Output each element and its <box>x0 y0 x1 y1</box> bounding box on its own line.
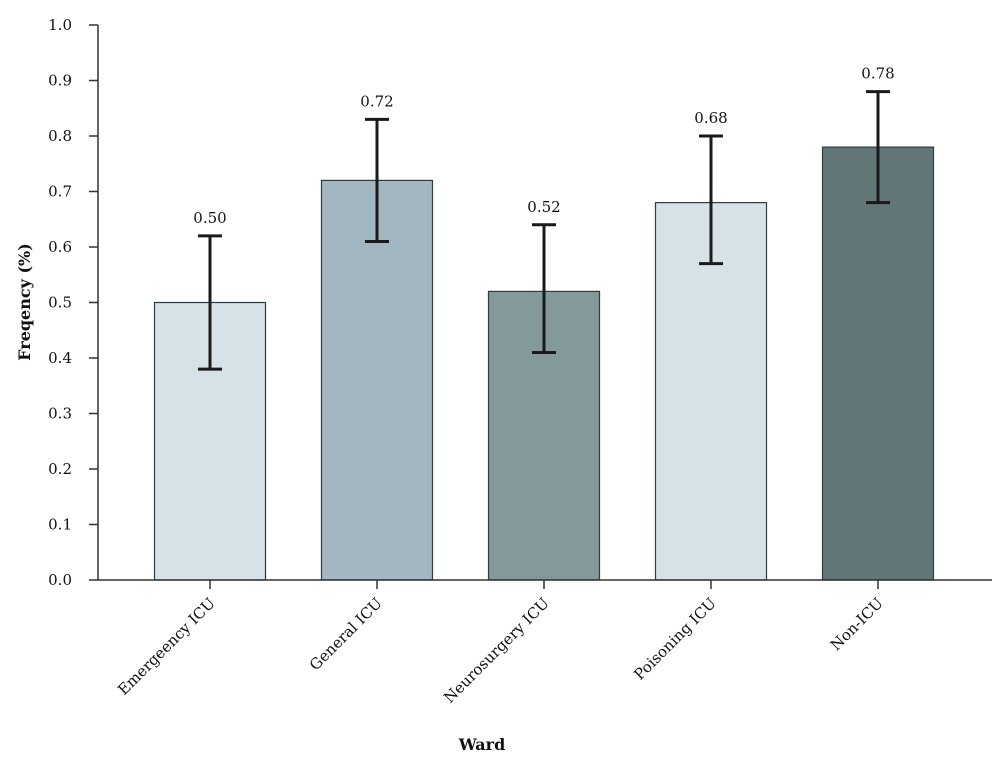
x-category-label: Neurosurgery ICU <box>440 594 553 707</box>
x-category-labels: Emergeency ICU General ICU Neurosurgery IC… <box>114 580 887 707</box>
bar <box>821 146 935 581</box>
x-category-label: Emergeency ICU <box>114 594 219 699</box>
y-axis-title: Freqency (%) <box>15 243 34 361</box>
y-tick-label: 0.6 <box>48 238 72 256</box>
y-tick-label: 0.2 <box>48 460 72 478</box>
bar-value-label: 0.68 <box>694 109 727 127</box>
y-tick-label: 0.0 <box>48 571 72 589</box>
y-ticks: 0.0 0.1 0.2 0.3 0.4 0.5 0.6 0.7 0.8 0.9 1.0 <box>48 16 98 589</box>
x-category-label: Non-ICU <box>827 594 887 654</box>
y-tick-label: 0.3 <box>48 405 72 423</box>
bar-value-label: 0.52 <box>527 198 560 216</box>
y-tick-label: 0.9 <box>48 72 72 90</box>
error-bars <box>198 90 890 371</box>
x-axis-title: Ward <box>458 735 506 754</box>
y-tick-label: 0.4 <box>48 349 72 367</box>
y-tick-label: 1.0 <box>48 16 72 34</box>
bar-value-label: 0.50 <box>193 209 226 227</box>
x-category-label: General ICU <box>306 594 386 674</box>
y-tick-label: 0.8 <box>48 127 72 145</box>
bar-value-label: 0.72 <box>360 92 393 110</box>
y-tick-label: 0.5 <box>48 294 72 312</box>
data-labels: 0.50 0.72 0.52 0.68 0.78 <box>193 65 894 227</box>
x-category-label: Poisoning ICU <box>630 594 720 684</box>
bars <box>153 146 935 581</box>
y-tick-label: 0.1 <box>48 516 72 534</box>
bar <box>320 179 434 581</box>
bar-value-label: 0.78 <box>861 65 894 83</box>
bar <box>654 202 768 581</box>
y-tick-label: 0.7 <box>48 183 72 201</box>
